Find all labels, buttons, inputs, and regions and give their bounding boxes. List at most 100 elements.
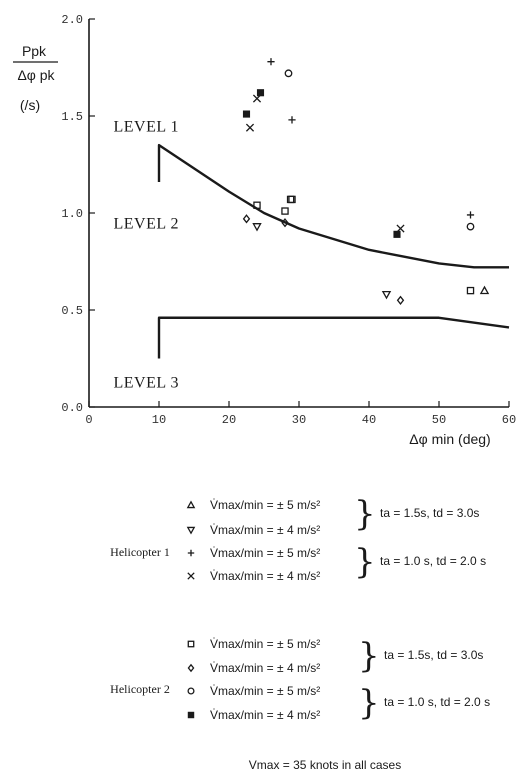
legend: Helicopter 1 Helicopter 2 V̇max/min = ± … [110, 494, 490, 723]
circle-open-marker [284, 69, 293, 78]
data-point-diamond-open [281, 218, 289, 228]
square-filled-marker [256, 89, 265, 97]
level-label-2: LEVEL 2 [114, 216, 180, 233]
legend-h1-label: V̇max/min = ± 4 m/s² [210, 569, 320, 583]
cross-marker [187, 572, 195, 580]
legend-h2-label: V̇max/min = ± 4 m/s² [210, 661, 320, 675]
data-point-plus [288, 116, 296, 124]
diamond-open-marker [281, 218, 289, 228]
legend-brace: } [354, 542, 376, 582]
x-tick-label: 60 [502, 413, 516, 427]
x-tick-label: 0 [85, 413, 92, 427]
legend-h2-label: V̇max/min = ± 5 m/s² [210, 637, 320, 651]
plus-marker [288, 116, 296, 124]
x-tick-label: 40 [362, 413, 376, 427]
diamond-open-marker [396, 295, 405, 305]
square-open-marker [466, 286, 475, 295]
triangle-down-marker [252, 223, 262, 232]
triangle-up-marker [479, 285, 490, 295]
circle-open-marker [466, 222, 475, 231]
diamond-open-marker [187, 663, 195, 673]
legend-h1-label: V̇max/min = ± 5 m/s² [210, 546, 320, 560]
square-open-marker [253, 201, 261, 209]
y-axis-unit: (/s) [20, 97, 40, 113]
legend-h1-label: V̇max/min = ± 5 m/s² [210, 498, 320, 512]
y-tick-label: 1.5 [61, 110, 83, 124]
data-point-plus [267, 58, 275, 66]
legend-timing-h1-b: ta = 1.0 s, td = 2.0 s [380, 554, 486, 568]
triangle-up-marker [186, 500, 196, 509]
x-tick-label: 20 [222, 413, 236, 427]
plus-marker [187, 549, 195, 557]
legend-h2-marker-square-filled [187, 711, 195, 719]
legend-brace: } [354, 494, 376, 534]
data-points [242, 58, 490, 305]
data-point-square-open [466, 286, 475, 295]
data-point-cross [245, 123, 255, 132]
square-open-marker [281, 207, 289, 215]
legend-brace: } [358, 636, 380, 676]
triangle-down-marker [381, 290, 392, 300]
boundary-level1-2 [157, 143, 509, 269]
legend-timing-h2-a: ta = 1.5s, td = 3.0s [384, 648, 483, 662]
level-label-1: LEVEL 1 [114, 119, 180, 136]
level-boundaries [157, 143, 510, 359]
square-filled-marker [242, 110, 251, 118]
data-point-square-open [253, 201, 261, 209]
data-point-triangle-up [479, 285, 490, 295]
triangle-down-marker [186, 526, 196, 535]
y-tick-label: 0.5 [61, 304, 83, 318]
legend-timing-h2-b: ta = 1.0 s, td = 2.0 s [384, 695, 490, 709]
circle-open-marker [187, 687, 195, 695]
legend-timing-h1-a: ta = 1.5s, td = 3.0s [380, 506, 479, 520]
plus-marker [466, 211, 475, 219]
legend-group-helicopter-2: Helicopter 2 [110, 682, 170, 696]
y-tick-label: 2.0 [61, 13, 83, 27]
legend-h1-marker-plus [187, 549, 195, 557]
data-point-circle-open [466, 222, 475, 231]
data-point-diamond-open [396, 295, 405, 305]
data-point-diamond-open [242, 214, 251, 224]
legend-h1-label: V̇max/min = ± 4 m/s² [210, 523, 320, 537]
x-tick-label: 30 [292, 413, 306, 427]
y-tick-label: 1.0 [61, 207, 83, 221]
y-axis-label-top: Ppk [22, 43, 47, 59]
data-point-square-filled [393, 230, 401, 238]
square-filled-marker [187, 711, 195, 719]
y-axis-label-bottom: Δφ pk [17, 67, 55, 83]
data-point-circle-open [284, 69, 293, 78]
x-axis-label: Δφ min (deg) [409, 431, 490, 447]
level-label-3: LEVEL 3 [114, 375, 180, 392]
y-ticks: 0.0 0.5 1.0 1.5 2.0 [61, 13, 95, 415]
legend-h1-marker-cross [187, 572, 195, 580]
square-open-marker [288, 195, 296, 204]
legend-h2-label: V̇max/min = ± 5 m/s² [210, 684, 320, 698]
legend-h1-marker-triangle-down [186, 526, 196, 535]
legend-h2-label: V̇max/min = ± 4 m/s² [210, 708, 320, 722]
legend-h2-marker-square-open [187, 640, 195, 648]
legend-group-helicopter-1: Helicopter 1 [110, 545, 170, 559]
x-ticks: 0 10 20 30 40 50 60 [85, 401, 516, 427]
legend-rows: V̇max/min = ± 5 m/s² V̇max/min = ± 4 m/s²… [186, 498, 320, 722]
square-filled-marker [393, 230, 401, 238]
data-point-triangle-down [252, 223, 262, 232]
legend-h1-marker-triangle-up [186, 500, 196, 509]
plus-marker [267, 58, 275, 66]
y-tick-label: 0.0 [61, 401, 83, 415]
axes [88, 19, 509, 408]
x-tick-label: 50 [432, 413, 446, 427]
cross-marker [245, 123, 255, 132]
legend-h2-marker-diamond-open [187, 663, 195, 673]
data-point-square-filled [256, 89, 265, 97]
data-point-triangle-down [381, 290, 392, 300]
footnote: Vmax = 35 knots in all cases [249, 758, 401, 772]
square-open-marker [187, 640, 195, 648]
diamond-open-marker [242, 214, 251, 224]
legend-h2-marker-circle-open [187, 687, 195, 695]
legend-brace: } [358, 683, 380, 723]
boundary-level2-3 [157, 316, 510, 359]
data-point-square-filled [242, 110, 251, 118]
data-point-square-open [281, 207, 289, 215]
data-point-square-open [288, 195, 296, 204]
